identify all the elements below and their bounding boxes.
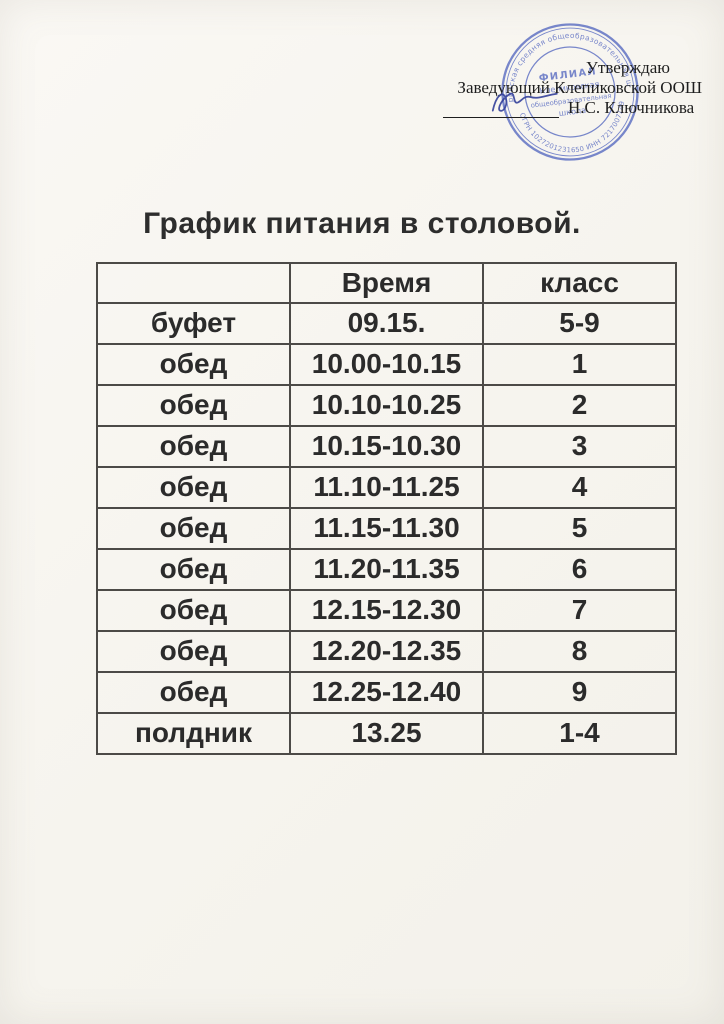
table-cell: 2 <box>482 384 677 427</box>
table-cell: 12.15-12.30 <box>289 589 484 632</box>
table-cell: 11.20-11.35 <box>289 548 484 591</box>
table-cell: обед <box>96 630 291 673</box>
schedule-table-head: Время класс <box>96 262 677 304</box>
table-row: обед 11.20-11.35 6 <box>96 548 677 591</box>
table-cell: 11.15-11.30 <box>289 507 484 550</box>
header-row: Время класс <box>96 262 677 304</box>
table-cell: полдник <box>96 712 291 755</box>
table-cell: обед <box>96 343 291 386</box>
header-cell-class: класс <box>482 262 677 304</box>
table-cell: обед <box>96 384 291 427</box>
table-cell: обед <box>96 425 291 468</box>
table-cell: 10.15-10.30 <box>289 425 484 468</box>
header-cell-time: Время <box>289 262 484 304</box>
table-cell: 10.10-10.25 <box>289 384 484 427</box>
approval-block: Утверждаю Заведующий Клепиковской ООШ Н.… <box>438 58 718 118</box>
table-cell: 09.15. <box>289 302 484 345</box>
table-cell: 3 <box>482 425 677 468</box>
table-cell: обед <box>96 589 291 632</box>
seal-center-line-4: школа <box>558 105 586 118</box>
table-cell: обед <box>96 671 291 714</box>
schedule-table: Время класс буфет 09.15. 5-9 обед 10.00-10.1… <box>96 262 677 755</box>
handwritten-signature-icon <box>491 92 558 112</box>
table-row: обед 12.25-12.40 9 <box>96 671 677 714</box>
table-cell: 1-4 <box>482 712 677 755</box>
page-title: График питания в столовой. <box>143 207 581 240</box>
table-row: обед 12.15-12.30 7 <box>96 589 677 632</box>
table-row: обед 11.15-11.30 5 <box>96 507 677 550</box>
table-cell: 13.25 <box>289 712 484 755</box>
table-cell: 4 <box>482 466 677 509</box>
table-cell: 12.20-12.35 <box>289 630 484 673</box>
approver-name: Н.С. Ключникова <box>568 98 695 117</box>
table-cell: обед <box>96 507 291 550</box>
table-row: обед 12.20-12.35 8 <box>96 630 677 673</box>
table-cell: 11.10-11.25 <box>289 466 484 509</box>
table-row: обед 10.00-10.15 1 <box>96 343 677 386</box>
table-row: буфет 09.15. 5-9 <box>96 302 677 345</box>
table-row: обед 10.15-10.30 3 <box>96 425 677 468</box>
signature-line <box>443 92 559 118</box>
schedule-table-body: буфет 09.15. 5-9 обед 10.00-10.15 1 обед 10.10-… <box>96 302 677 755</box>
table-cell: 5 <box>482 507 677 550</box>
table-cell: 10.00-10.15 <box>289 343 484 386</box>
approval-signature-row: Н.С. Ключникова <box>438 92 718 118</box>
table-cell: буфет <box>96 302 291 345</box>
table-cell: 12.25-12.40 <box>289 671 484 714</box>
table-cell: 9 <box>482 671 677 714</box>
table-cell: 1 <box>482 343 677 386</box>
table-cell: обед <box>96 548 291 591</box>
header-cell-meal <box>96 262 291 304</box>
table-row: полдник 13.25 1-4 <box>96 712 677 755</box>
table-cell: 7 <box>482 589 677 632</box>
table-row: обед 11.10-11.25 4 <box>96 466 677 509</box>
table-cell: 8 <box>482 630 677 673</box>
table-cell: 6 <box>482 548 677 591</box>
table-cell: обед <box>96 466 291 509</box>
approval-position: Заведующий Клепиковской ООШ <box>457 78 702 97</box>
table-cell: 5-9 <box>482 302 677 345</box>
approval-word: Утверждаю <box>585 58 670 77</box>
table-row: обед 10.10-10.25 2 <box>96 384 677 427</box>
